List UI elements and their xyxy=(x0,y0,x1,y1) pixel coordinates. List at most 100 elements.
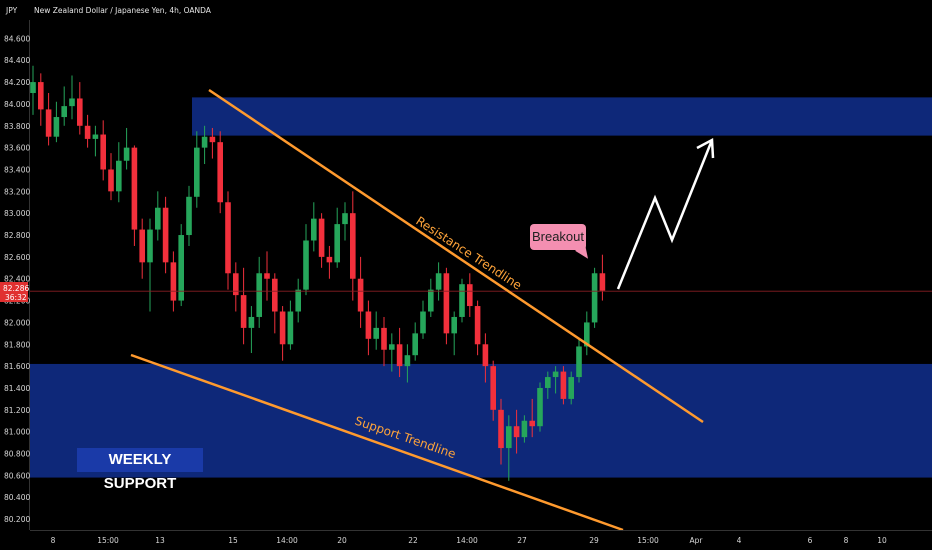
candle-body xyxy=(45,109,52,137)
candle-body xyxy=(389,344,395,350)
candle-body xyxy=(53,117,60,137)
candle-body xyxy=(295,289,301,312)
candle-body xyxy=(521,420,528,438)
candle-body xyxy=(209,136,216,143)
y-tick-label: 84.200 xyxy=(4,78,30,87)
candle-body xyxy=(225,202,231,274)
support-trendline xyxy=(130,353,624,532)
candle-body xyxy=(116,160,122,192)
candle-body xyxy=(537,387,543,427)
candle-body xyxy=(584,322,590,347)
y-tick-label: 84.000 xyxy=(4,100,30,109)
candle-body xyxy=(279,311,286,345)
candle-body xyxy=(404,355,411,367)
candle-body xyxy=(155,207,161,230)
y-tick-label: 81.000 xyxy=(4,428,30,437)
candle-body xyxy=(92,134,99,139)
candle-body xyxy=(357,278,364,312)
candle-body xyxy=(334,224,340,263)
candle-body xyxy=(591,273,598,323)
price-tag-countdown: 36:32 xyxy=(5,293,27,302)
candle-body xyxy=(201,136,208,148)
x-tick-label: 15:00 xyxy=(97,536,119,545)
candle-body xyxy=(108,169,114,192)
candle-body xyxy=(506,426,512,449)
x-tick-label: 8 xyxy=(51,536,56,545)
y-tick-label: 80.600 xyxy=(4,471,30,480)
x-tick-label: 14:00 xyxy=(456,536,478,545)
x-tick-label: 14:00 xyxy=(276,536,298,545)
candle-body xyxy=(318,218,325,257)
x-tick-label: 13 xyxy=(155,536,165,545)
x-tick-label: 27 xyxy=(517,536,527,545)
candle-body xyxy=(233,273,239,296)
price-tag-value: 82.286 xyxy=(3,284,29,293)
y-tick-label: 82.800 xyxy=(4,231,30,240)
resistance-trendline xyxy=(208,88,704,424)
candle-body xyxy=(599,273,606,291)
candle-body xyxy=(264,273,270,279)
candle-body xyxy=(326,256,333,263)
candle-body xyxy=(77,98,83,126)
x-tick-label: 4 xyxy=(737,536,742,545)
projection-path xyxy=(616,139,714,290)
chart-title: New Zealand Dollar / Japanese Yen, 4h, O… xyxy=(34,6,212,15)
candles-layer xyxy=(30,65,606,481)
candle-body xyxy=(529,420,535,427)
candle-body xyxy=(365,311,372,339)
candle-body xyxy=(498,409,504,449)
y-tick-label: 83.200 xyxy=(4,187,30,196)
candle-body xyxy=(147,229,153,263)
candle-body xyxy=(69,98,75,107)
candle-body xyxy=(131,147,138,230)
y-tick-label: 80.800 xyxy=(4,450,30,459)
y-tick-label: 80.400 xyxy=(4,493,30,502)
candle-body xyxy=(38,82,44,110)
candle-body xyxy=(474,306,481,345)
candle-body xyxy=(513,426,520,438)
y-tick-label: 83.600 xyxy=(4,144,30,153)
candle-body xyxy=(61,106,67,118)
candle-body xyxy=(311,218,317,241)
x-tick-label: Apr xyxy=(690,536,704,545)
candle-body xyxy=(186,196,192,236)
x-tick-label: 20 xyxy=(337,536,347,545)
y-tick-label: 81.600 xyxy=(4,362,30,371)
resistance-trendline-label: Resistance Trendline xyxy=(413,214,524,293)
candle-body xyxy=(303,240,309,290)
candle-body xyxy=(100,134,106,170)
candle-body xyxy=(350,213,356,279)
candle-body xyxy=(162,207,169,263)
x-tick-label: 15:00 xyxy=(637,536,659,545)
candle-body xyxy=(435,273,442,290)
candle-body xyxy=(287,311,294,345)
candle-body xyxy=(443,273,450,334)
price-tag: 82.286 36:32 xyxy=(0,282,29,302)
y-tick-label: 83.000 xyxy=(4,209,30,218)
x-tick-label: 6 xyxy=(808,536,813,545)
candle-body xyxy=(256,273,262,317)
y-tick-label: 84.600 xyxy=(4,34,30,43)
candle-body xyxy=(381,327,387,350)
candle-body xyxy=(194,147,200,197)
x-tick-label: 22 xyxy=(408,536,418,545)
candle-body xyxy=(396,344,403,367)
y-tick-label: 82.400 xyxy=(4,275,30,284)
candle-body xyxy=(240,295,247,328)
lines-layer xyxy=(30,88,932,532)
y-tick-label: 84.400 xyxy=(4,56,30,65)
candle-body xyxy=(178,235,184,301)
candle-body xyxy=(560,371,567,399)
candle-body xyxy=(576,346,582,378)
y-tick-label: 82.000 xyxy=(4,318,30,327)
y-tick-label: 81.800 xyxy=(4,340,30,349)
candle-body xyxy=(342,213,348,225)
candle-body xyxy=(482,344,489,367)
candle-body xyxy=(272,278,278,312)
candle-body xyxy=(84,125,91,139)
candle-body xyxy=(545,377,551,388)
y-tick-label: 81.200 xyxy=(4,406,30,415)
zones-layer xyxy=(30,97,932,478)
candle-body xyxy=(412,333,418,356)
y-tick-label: 83.800 xyxy=(4,122,30,131)
